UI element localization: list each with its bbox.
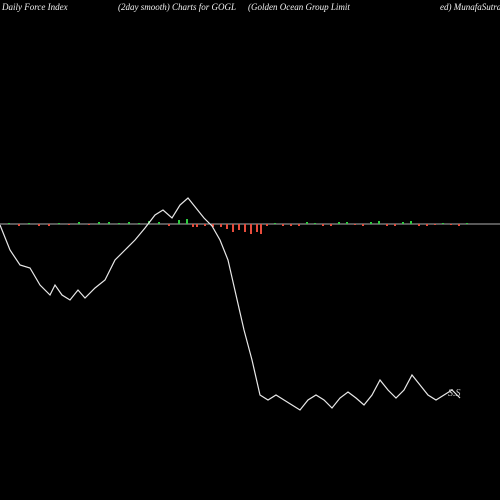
- bar: [290, 224, 292, 226]
- line-label-ss: S.S: [448, 388, 461, 399]
- bar: [8, 223, 10, 224]
- bar: [78, 222, 80, 224]
- bar: [204, 224, 206, 226]
- bar: [128, 222, 130, 224]
- bar: [68, 224, 70, 225]
- bar: [58, 223, 60, 224]
- bar: [38, 224, 40, 226]
- bar: [274, 223, 276, 224]
- bar: [256, 224, 258, 232]
- bar: [458, 224, 460, 226]
- bar: [402, 222, 404, 224]
- chart-svg: [0, 0, 500, 500]
- bar: [138, 223, 140, 224]
- bar: [48, 224, 50, 226]
- bar: [370, 222, 372, 224]
- force-index-bars: [8, 219, 468, 234]
- bar: [186, 219, 188, 224]
- bar: [282, 224, 284, 226]
- bar: [330, 224, 332, 226]
- bar: [260, 224, 262, 234]
- bar: [322, 224, 324, 226]
- bar: [466, 223, 468, 224]
- bar: [98, 222, 100, 224]
- bar: [442, 223, 444, 224]
- bar: [118, 223, 120, 224]
- bar: [434, 224, 436, 225]
- bar: [426, 224, 428, 226]
- bar: [394, 224, 396, 226]
- bar: [298, 224, 300, 226]
- bar: [192, 224, 194, 227]
- bar: [306, 222, 308, 224]
- bar: [250, 224, 252, 234]
- chart-container: Daily Force Index (2day smooth) Charts f…: [0, 0, 500, 500]
- bar: [238, 224, 240, 230]
- bar: [378, 221, 380, 224]
- bar: [108, 222, 110, 224]
- bar: [266, 224, 268, 226]
- bar: [232, 224, 234, 232]
- bar: [178, 220, 180, 224]
- smooth-line: [0, 198, 460, 410]
- bar: [158, 222, 160, 224]
- bar: [220, 224, 222, 227]
- bar: [450, 224, 452, 225]
- bar: [410, 221, 412, 224]
- bar: [28, 223, 30, 224]
- bar: [314, 223, 316, 224]
- bar: [338, 222, 340, 224]
- bar: [18, 224, 20, 226]
- bar: [362, 224, 364, 226]
- bar: [168, 224, 170, 226]
- bar: [386, 224, 388, 226]
- bar: [418, 224, 420, 226]
- bar: [354, 224, 356, 225]
- bar: [244, 224, 246, 232]
- bar: [196, 224, 198, 227]
- bar: [226, 224, 228, 229]
- bar: [88, 224, 90, 225]
- bar: [346, 222, 348, 224]
